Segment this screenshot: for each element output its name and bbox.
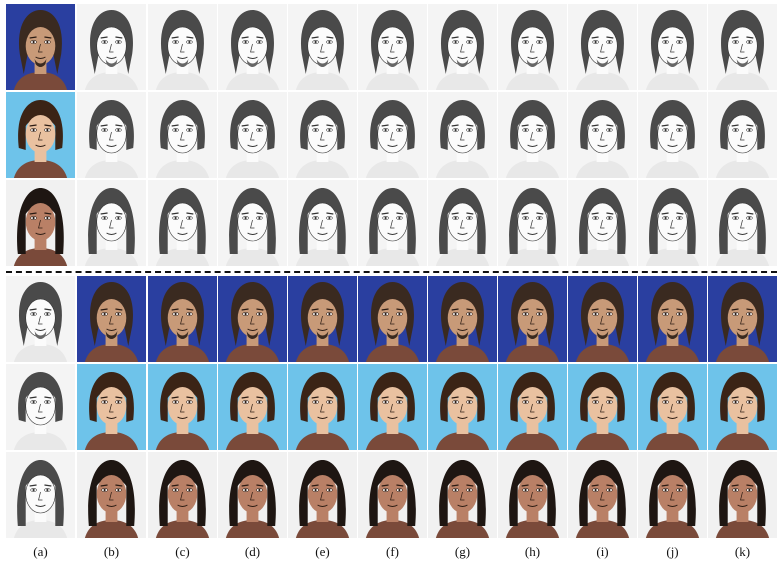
column-label: (b) bbox=[103, 544, 120, 559]
face-image-r3-c5 bbox=[288, 180, 357, 266]
face-image-r1-c8 bbox=[498, 4, 567, 90]
face-image-r3-c11 bbox=[708, 180, 777, 266]
face-image-r6-c9 bbox=[568, 452, 637, 538]
face-image-r4-c3 bbox=[148, 276, 217, 362]
face-image-r5-c11 bbox=[708, 364, 777, 450]
face-image-r2-c2 bbox=[77, 92, 146, 178]
face-image-r4-c5 bbox=[288, 276, 357, 362]
face-image-r6-c1 bbox=[6, 452, 75, 538]
face-image-r6-c11 bbox=[708, 452, 777, 538]
column-label: (c) bbox=[175, 544, 190, 559]
column-label: (k) bbox=[734, 544, 751, 559]
face-image-r2-c4 bbox=[218, 92, 287, 178]
face-image-r5-c10 bbox=[638, 364, 707, 450]
face-image-r3-c4 bbox=[218, 180, 287, 266]
face-image-r2-c5 bbox=[288, 92, 357, 178]
face-image-r2-c8 bbox=[498, 92, 567, 178]
face-image-r5-c1 bbox=[6, 364, 75, 450]
face-image-r2-c11 bbox=[708, 92, 777, 178]
face-image-r1-c7 bbox=[428, 4, 497, 90]
face-image-r3-c1 bbox=[6, 180, 75, 266]
column-label: (a) bbox=[33, 544, 48, 559]
face-image-r1-c10 bbox=[638, 4, 707, 90]
face-image-r6-c4 bbox=[218, 452, 287, 538]
face-image-r4-c2 bbox=[77, 276, 146, 362]
face-image-r2-c9 bbox=[568, 92, 637, 178]
column-label: (i) bbox=[596, 544, 609, 559]
face-image-r5-c6 bbox=[358, 364, 427, 450]
face-image-r3-c8 bbox=[498, 180, 567, 266]
face-image-r6-c3 bbox=[148, 452, 217, 538]
face-image-r4-c10 bbox=[638, 276, 707, 362]
face-image-r2-c1 bbox=[6, 92, 75, 178]
face-image-r5-c9 bbox=[568, 364, 637, 450]
face-image-r6-c10 bbox=[638, 452, 707, 538]
column-label: (d) bbox=[244, 544, 261, 559]
face-image-r2-c10 bbox=[638, 92, 707, 178]
face-image-r4-c1 bbox=[6, 276, 75, 362]
face-image-r4-c4 bbox=[218, 276, 287, 362]
face-image-r2-c3 bbox=[148, 92, 217, 178]
face-image-r1-c4 bbox=[218, 4, 287, 90]
face-image-r6-c8 bbox=[498, 452, 567, 538]
face-image-r4-c8 bbox=[498, 276, 567, 362]
face-image-r4-c9 bbox=[568, 276, 637, 362]
face-image-r1-c6 bbox=[358, 4, 427, 90]
face-image-r5-c4 bbox=[218, 364, 287, 450]
face-image-r5-c5 bbox=[288, 364, 357, 450]
section-divider bbox=[6, 271, 777, 273]
column-label: (f) bbox=[386, 544, 399, 559]
face-image-r1-c2 bbox=[77, 4, 146, 90]
face-image-r3-c3 bbox=[148, 180, 217, 266]
column-label: (g) bbox=[454, 544, 471, 559]
face-image-r3-c2 bbox=[77, 180, 146, 266]
face-image-r2-c6 bbox=[358, 92, 427, 178]
face-image-r1-c5 bbox=[288, 4, 357, 90]
face-image-r1-c9 bbox=[568, 4, 637, 90]
face-image-r3-c10 bbox=[638, 180, 707, 266]
face-image-r5-c7 bbox=[428, 364, 497, 450]
face-image-r4-c7 bbox=[428, 276, 497, 362]
face-image-r4-c6 bbox=[358, 276, 427, 362]
face-image-r5-c8 bbox=[498, 364, 567, 450]
face-image-r6-c2 bbox=[77, 452, 146, 538]
face-image-r6-c5 bbox=[288, 452, 357, 538]
face-image-r5-c2 bbox=[77, 364, 146, 450]
face-image-r1-c11 bbox=[708, 4, 777, 90]
column-label: (h) bbox=[524, 544, 541, 559]
face-image-r2-c7 bbox=[428, 92, 497, 178]
face-image-r3-c9 bbox=[568, 180, 637, 266]
face-image-r6-c6 bbox=[358, 452, 427, 538]
column-label: (j) bbox=[666, 544, 679, 559]
face-image-r3-c7 bbox=[428, 180, 497, 266]
face-image-r1-c3 bbox=[148, 4, 217, 90]
column-label: (e) bbox=[315, 544, 330, 559]
face-image-r6-c7 bbox=[428, 452, 497, 538]
face-image-r4-c11 bbox=[708, 276, 777, 362]
face-image-r1-c1 bbox=[6, 4, 75, 90]
face-image-r3-c6 bbox=[358, 180, 427, 266]
face-image-r5-c3 bbox=[148, 364, 217, 450]
